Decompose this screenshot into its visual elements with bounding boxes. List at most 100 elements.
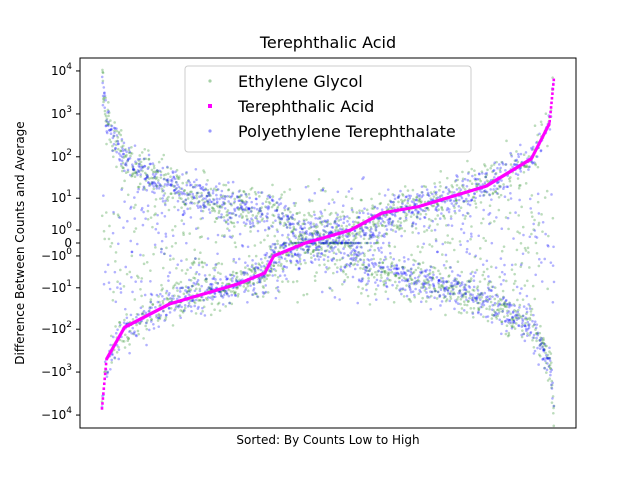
point-ethylene-glycol [448,266,452,269]
point-polyethylene-terephthalate [195,280,199,284]
point-ethylene-glycol [483,163,486,166]
point-ethylene-glycol [343,245,346,249]
point-ethylene-glycol [182,292,186,296]
point-ethylene-glycol [366,269,369,273]
point-ethylene-glycol [320,248,323,251]
point-polyethylene-terephthalate [426,191,430,195]
point-polyethylene-terephthalate [368,234,372,237]
point-polyethylene-terephthalate [258,220,261,224]
point-polyethylene-terephthalate [544,232,547,236]
point-ethylene-glycol [375,241,378,245]
point-ethylene-glycol [271,213,275,217]
point-ethylene-glycol [270,267,274,271]
point-ethylene-glycol [499,303,503,307]
point-polyethylene-terephthalate [393,194,396,197]
point-polyethylene-terephthalate [254,197,258,201]
point-ethylene-glycol [436,202,439,206]
point-ethylene-glycol [457,186,461,190]
point-polyethylene-terephthalate [280,217,283,221]
point-polyethylene-terephthalate [390,223,394,227]
point-polyethylene-terephthalate [241,207,244,211]
point-polyethylene-terephthalate [292,222,295,226]
point-terephthalic-acid [101,402,104,405]
point-ethylene-glycol [231,270,235,274]
point-ethylene-glycol [279,221,282,224]
point-ethylene-glycol [166,166,169,169]
point-ethylene-glycol [230,273,233,277]
point-ethylene-glycol [532,336,536,340]
point-ethylene-glycol [136,329,140,333]
point-ethylene-glycol [375,235,379,238]
point-ethylene-glycol [171,196,175,200]
point-polyethylene-terephthalate [459,291,462,295]
point-ethylene-glycol [370,245,373,248]
point-ethylene-glycol [429,283,432,287]
point-polyethylene-terephthalate [260,212,264,215]
point-polyethylene-terephthalate [366,212,370,215]
point-polyethylene-terephthalate [115,344,119,347]
point-ethylene-glycol [410,278,413,281]
point-ethylene-glycol [119,133,123,137]
point-polyethylene-terephthalate [447,223,450,227]
point-polyethylene-terephthalate [196,279,200,282]
point-polyethylene-terephthalate [166,274,170,278]
point-ethylene-glycol [388,278,392,282]
point-polyethylene-terephthalate [236,196,239,199]
point-polyethylene-terephthalate [528,197,532,201]
point-ethylene-glycol [399,205,403,209]
point-ethylene-glycol [306,250,310,254]
point-polyethylene-terephthalate [363,207,366,210]
point-ethylene-glycol [186,193,190,196]
point-polyethylene-terephthalate [477,310,480,314]
point-polyethylene-terephthalate [293,241,296,245]
point-ethylene-glycol [387,244,391,247]
point-ethylene-glycol [522,170,526,174]
point-polyethylene-terephthalate [193,196,196,200]
point-ethylene-glycol [438,188,441,192]
point-polyethylene-terephthalate [333,296,337,299]
point-polyethylene-terephthalate [527,326,531,330]
point-polyethylene-terephthalate [446,192,450,195]
point-ethylene-glycol [297,241,300,245]
point-polyethylene-terephthalate [279,255,283,259]
point-ethylene-glycol [298,211,301,214]
point-ethylene-glycol [447,286,451,290]
point-polyethylene-terephthalate [284,245,287,248]
point-polyethylene-terephthalate [428,269,432,272]
point-ethylene-glycol [450,285,454,289]
point-ethylene-glycol [164,173,168,176]
point-ethylene-glycol [516,160,520,164]
point-terephthalic-acid [101,397,105,400]
point-ethylene-glycol [463,188,467,191]
point-ethylene-glycol [453,180,457,183]
point-ethylene-glycol [310,214,313,218]
point-ethylene-glycol [388,199,392,203]
point-ethylene-glycol [545,355,549,359]
point-ethylene-glycol [176,304,180,308]
point-ethylene-glycol [389,222,393,225]
point-polyethylene-terephthalate [441,277,445,280]
point-polyethylene-terephthalate [369,241,372,245]
point-polyethylene-terephthalate [399,189,402,193]
point-polyethylene-terephthalate [360,280,363,283]
point-polyethylene-terephthalate [376,284,380,287]
point-polyethylene-terephthalate [228,215,232,219]
point-polyethylene-terephthalate [277,203,281,206]
point-ethylene-glycol [200,261,204,265]
point-polyethylene-terephthalate [453,277,457,280]
point-polyethylene-terephthalate [275,261,278,264]
point-polyethylene-terephthalate [120,159,124,162]
point-ethylene-glycol [339,241,342,245]
point-polyethylene-terephthalate [450,284,453,288]
point-polyethylene-terephthalate [219,292,223,296]
point-polyethylene-terephthalate [320,220,324,224]
point-polyethylene-terephthalate [219,278,222,281]
point-polyethylene-terephthalate [173,189,176,192]
point-terephthalic-acid [103,372,107,376]
point-ethylene-glycol [418,262,421,266]
point-polyethylene-terephthalate [180,192,184,196]
point-polyethylene-terephthalate [156,222,159,226]
point-polyethylene-terephthalate [420,195,424,199]
point-polyethylene-terephthalate [170,182,173,186]
point-polyethylene-terephthalate [508,319,511,322]
